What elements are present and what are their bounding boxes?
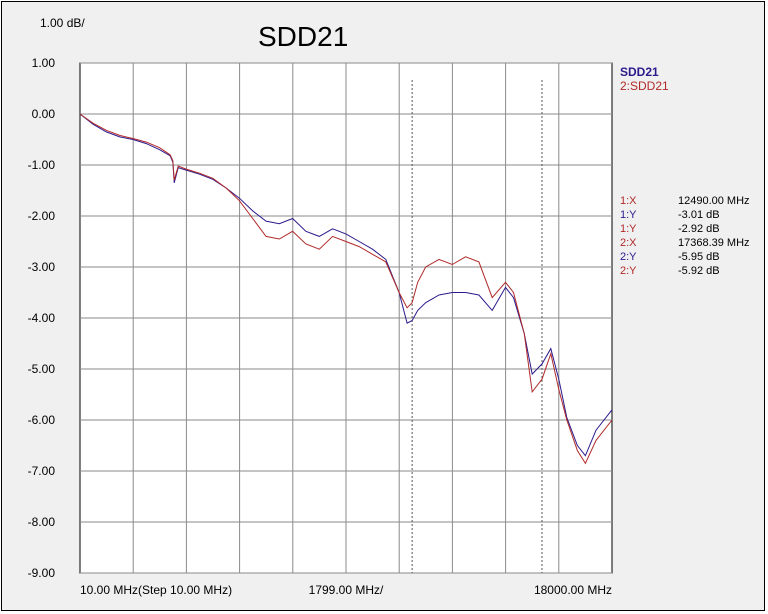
y-tick-label: -3.00 xyxy=(28,260,56,274)
series-group xyxy=(79,113,613,465)
scale-label: 1.00 dB/ xyxy=(40,16,85,30)
y-tick-label: 1.00 xyxy=(32,56,56,70)
x-axis-ticks: 10.00 MHz(Step 10.00 MHz) 1799.00 MHz/180… xyxy=(80,583,612,597)
readout-value: 17368.39 MHz xyxy=(678,237,750,249)
readout-value: -2.92 dB xyxy=(678,223,720,235)
readout-label: 2:X xyxy=(620,237,637,249)
readout-value: -5.92 dB xyxy=(678,265,720,277)
y-tick-label: -2.00 xyxy=(28,209,56,223)
readout-value: -5.95 dB xyxy=(678,251,720,263)
y-tick-label: -8.00 xyxy=(28,515,56,529)
y-tick-label: -7.00 xyxy=(28,464,56,478)
series-line-2 xyxy=(79,113,613,465)
readout-value: -3.01 dB xyxy=(678,209,720,221)
legend-entry: 2:SDD21 xyxy=(620,79,669,93)
y-tick-label: -4.00 xyxy=(28,311,56,325)
readout-value: 12490.00 MHz xyxy=(678,195,750,207)
x-tick-label: 1799.00 MHz/ xyxy=(309,583,384,597)
y-tick-label: -1.00 xyxy=(28,158,56,172)
readout-label: 2:Y xyxy=(620,251,637,263)
grid xyxy=(80,62,612,574)
y-tick-label: -6.00 xyxy=(28,413,56,427)
chart-title: SDD21 xyxy=(258,21,348,52)
y-tick-label: -5.00 xyxy=(28,362,56,376)
x-tick-label: 18000.00 MHz xyxy=(534,583,612,597)
y-tick-label: -9.00 xyxy=(28,566,56,580)
legend-entry: SDD21 xyxy=(620,65,659,79)
y-axis-ticks: 1.00 0.00 -1.00 -2.00 -3.00 -4.00 -5.00 -6.00 -7… xyxy=(28,56,56,580)
marker-readout: 1:X 12490.00 MHz 1:Y -3.01 dB 1:Y -2.92 dB 2:X… xyxy=(620,195,750,277)
y-tick-label: 0.00 xyxy=(32,107,56,121)
readout-label: 1:X xyxy=(620,195,637,207)
readout-label: 1:Y xyxy=(620,209,637,221)
readout-label: 2:Y xyxy=(620,265,637,277)
readout-label: 1:Y xyxy=(620,223,637,235)
x-tick-label: 10.00 MHz(Step 10.00 MHz) xyxy=(80,583,232,597)
